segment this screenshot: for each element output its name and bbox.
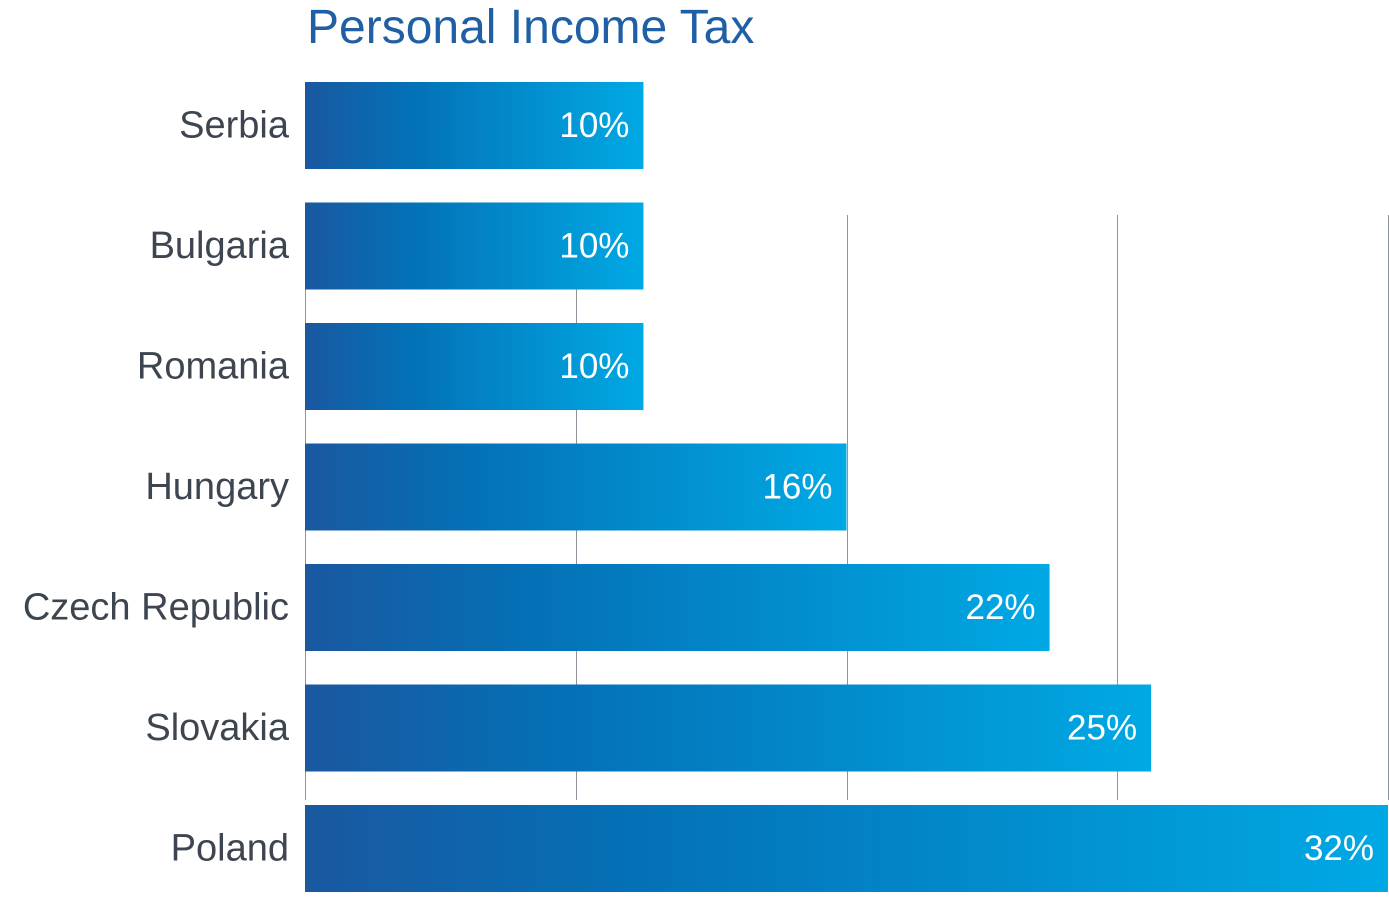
bar-slovakia: [305, 684, 1152, 772]
category-label: Czech Republic: [23, 587, 289, 629]
labels: Serbia 10% Bulgaria 10% Romania 10% Hungary 16%…: [23, 105, 1374, 870]
category-label: Poland: [171, 828, 289, 870]
category-label: Hungary: [145, 466, 289, 508]
data-label: 10%: [559, 106, 629, 145]
category-label: Romania: [137, 346, 290, 388]
data-label: 16%: [762, 468, 832, 507]
data-label: 10%: [559, 227, 629, 266]
bar-bulgaria: [305, 202, 644, 290]
category-label: Bulgaria: [150, 225, 290, 267]
bar-hungary: [305, 443, 847, 531]
data-label: 22%: [966, 588, 1036, 627]
data-label: 25%: [1067, 709, 1137, 748]
category-label: Slovakia: [145, 707, 289, 749]
bars: [305, 82, 1388, 892]
bar-serbia: [305, 82, 644, 169]
bar-poland: [305, 805, 1388, 892]
chart-title: Personal Income Tax: [307, 1, 755, 54]
bar-czech-republic: [305, 564, 1050, 651]
bar-romania: [305, 323, 644, 410]
category-label: Serbia: [179, 105, 290, 147]
data-label: 32%: [1304, 829, 1374, 868]
data-label: 10%: [559, 347, 629, 386]
